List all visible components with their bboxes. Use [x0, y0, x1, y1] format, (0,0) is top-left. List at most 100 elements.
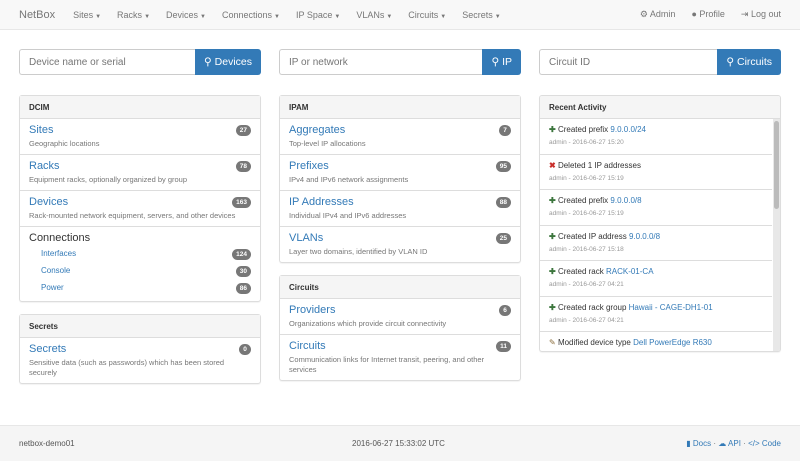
ip-search: ⚲ IP [279, 49, 521, 75]
docs-label: Docs [692, 439, 712, 448]
connections-item: Connections Interfaces 124 Console 30 Powe… [20, 226, 260, 301]
sites-link[interactable]: Sites [29, 124, 54, 136]
circuit-search-button[interactable]: ⚲ Circuits [717, 49, 781, 75]
separator: · [713, 439, 716, 448]
caret-icon: ▼ [334, 13, 341, 20]
main-menu: Sites ▼ Racks ▼ Devices ▼ Connections ▼ IP S… [73, 10, 640, 20]
ip-search-button[interactable]: ⚲ IP [482, 49, 521, 75]
list-item: IP Addresses 88 Individual IPv4 and IPv6 a… [280, 190, 520, 226]
circuit-search-input[interactable] [539, 49, 718, 75]
menu-circuits[interactable]: Circuits ▼ [408, 10, 446, 20]
menu-label: Racks [117, 9, 143, 20]
menu-racks[interactable]: Racks ▼ [117, 10, 150, 20]
api-label: API [728, 439, 741, 448]
menu-label: Circuits [408, 9, 439, 20]
secrets-link[interactable]: Secrets [29, 343, 67, 355]
activity-action: Created prefix [557, 125, 609, 134]
activity-list: ✚ Created prefix 9.0.0.0/24 admin - 2016-… [540, 119, 780, 351]
admin-link[interactable]: ⚙ Admin [640, 9, 676, 20]
list-item: Console 30 [29, 262, 251, 279]
providers-link[interactable]: Providers [289, 304, 336, 316]
server-time: 2016-06-27 15:33:02 UTC [352, 439, 445, 448]
aggregates-link[interactable]: Aggregates [289, 124, 346, 136]
footer: netbox-demo01 2016-06-27 15:33:02 UTC ▮ … [0, 425, 800, 461]
activity-item: ✖ Deleted 1 IP addresses admin - 2016-06-… [540, 155, 772, 190]
activity-link[interactable]: 9.0.0.0/8 [628, 231, 661, 241]
cloud-icon: ☁ [718, 439, 727, 448]
activity-item: ✎ Modified device type Dell PowerEdge R6… [540, 332, 772, 351]
count-badge: 27 [235, 125, 251, 136]
left-column: DCIM Sites 27 Geographic locations Racks 78… [19, 95, 261, 384]
delete-icon: ✖ [549, 160, 556, 170]
menu-label: Secrets [462, 9, 493, 20]
api-link[interactable]: ☁ API [718, 439, 741, 448]
circuits-panel: Circuits Providers 6 Organizations which p… [279, 275, 521, 381]
racks-link[interactable]: Racks [29, 160, 60, 172]
activity-item: ✚ Created IP address 9.0.0.0/8 admin - 20… [540, 226, 772, 261]
item-description: Individual IPv4 and IPv6 addresses [289, 211, 407, 220]
menu-sites[interactable]: Sites ▼ [73, 10, 101, 20]
menu-vlans[interactable]: VLANs ▼ [356, 10, 392, 20]
list-item: VLANs 25 Layer two domains, identified by … [280, 226, 520, 262]
count-badge: 7 [499, 125, 511, 136]
count-badge: 95 [495, 161, 511, 172]
item-description: Layer two domains, identified by VLAN ID [289, 247, 428, 256]
prefixes-link[interactable]: Prefixes [289, 160, 329, 172]
item-description: IPv4 and IPv6 network assignments [289, 175, 409, 184]
brand-logo[interactable]: NetBox [19, 8, 56, 21]
menu-label: VLANs [356, 9, 385, 20]
activity-link[interactable]: 9.0.0.0/24 [610, 125, 647, 134]
profile-link[interactable]: ● Profile [691, 9, 724, 20]
power-link[interactable]: Power [41, 283, 64, 292]
caret-icon: ▼ [494, 13, 501, 20]
code-label: Code [761, 439, 781, 448]
plus-icon: ✚ [549, 302, 556, 312]
search-icon: ⚲ [491, 56, 500, 68]
circuit-search: ⚲ Circuits [539, 49, 781, 75]
activity-link[interactable]: Dell PowerEdge R630 [633, 338, 712, 347]
separator: · [743, 439, 746, 448]
ip-search-input[interactable] [279, 49, 483, 75]
ipam-panel: IPAM Aggregates 7 Top-level IP allocations… [279, 95, 521, 263]
activity-action: Modified device type [557, 338, 631, 347]
menu-ip-space[interactable]: IP Space ▼ [296, 10, 340, 20]
menu-devices[interactable]: Devices ▼ [166, 10, 206, 20]
activity-item: ✚ Created prefix 9.0.0.0/8 admin - 2016-0… [540, 190, 772, 226]
device-search-button[interactable]: ⚲ Devices [195, 49, 261, 75]
activity-item: ✚ Created rack group Hawaii - CAGE-DH1-0… [540, 297, 772, 332]
item-description: Sensitive data (such as passwords) which… [29, 358, 225, 377]
activity-meta: admin - 2016-06-27 15:20 [549, 139, 624, 146]
interfaces-link[interactable]: Interfaces [41, 249, 77, 258]
activity-link[interactable]: RACK-01-CA [605, 267, 654, 276]
scrollbar-track[interactable] [773, 119, 780, 351]
caret-icon: ▼ [200, 13, 206, 20]
logout-link[interactable]: ⇥ Log out [741, 9, 781, 20]
activity-link[interactable]: Hawaii - CAGE-DH1-01 [628, 302, 713, 312]
menu-secrets[interactable]: Secrets ▼ [462, 10, 500, 20]
scrollbar-thumb[interactable] [774, 121, 779, 209]
count-badge: 30 [235, 266, 251, 277]
list-item: Interfaces 124 [29, 245, 251, 262]
docs-link[interactable]: ▮ Docs [686, 439, 711, 448]
console-link[interactable]: Console [41, 266, 71, 275]
devices-link[interactable]: Devices [29, 196, 69, 208]
code-link[interactable]: </> Code [748, 439, 781, 448]
ip-addresses-link[interactable]: IP Addresses [289, 196, 354, 208]
menu-connections[interactable]: Connections ▼ [222, 10, 280, 20]
count-badge: 25 [495, 233, 511, 244]
list-item: Power 86 [29, 279, 251, 296]
recent-activity-panel: Recent Activity ✚ Created prefix 9.0.0.0… [539, 95, 781, 352]
vlans-link[interactable]: VLANs [289, 232, 324, 244]
activity-item: ✚ Created rack RACK-01-CA admin - 2016-06… [540, 261, 772, 297]
plus-icon: ✚ [549, 267, 556, 276]
activity-link[interactable]: 9.0.0.0/8 [610, 196, 642, 205]
admin-label: Admin [649, 9, 676, 19]
circuits-link[interactable]: Circuits [289, 340, 326, 352]
menu-label: Connections [221, 9, 273, 20]
menu-label: IP Space [295, 9, 333, 20]
button-label: Devices [214, 56, 252, 68]
caret-icon: ▼ [386, 13, 393, 20]
list-item: Aggregates 7 Top-level IP allocations [280, 119, 520, 154]
activity-meta: admin - 2016-06-27 15:19 [549, 210, 624, 217]
device-search-input[interactable] [19, 49, 196, 75]
